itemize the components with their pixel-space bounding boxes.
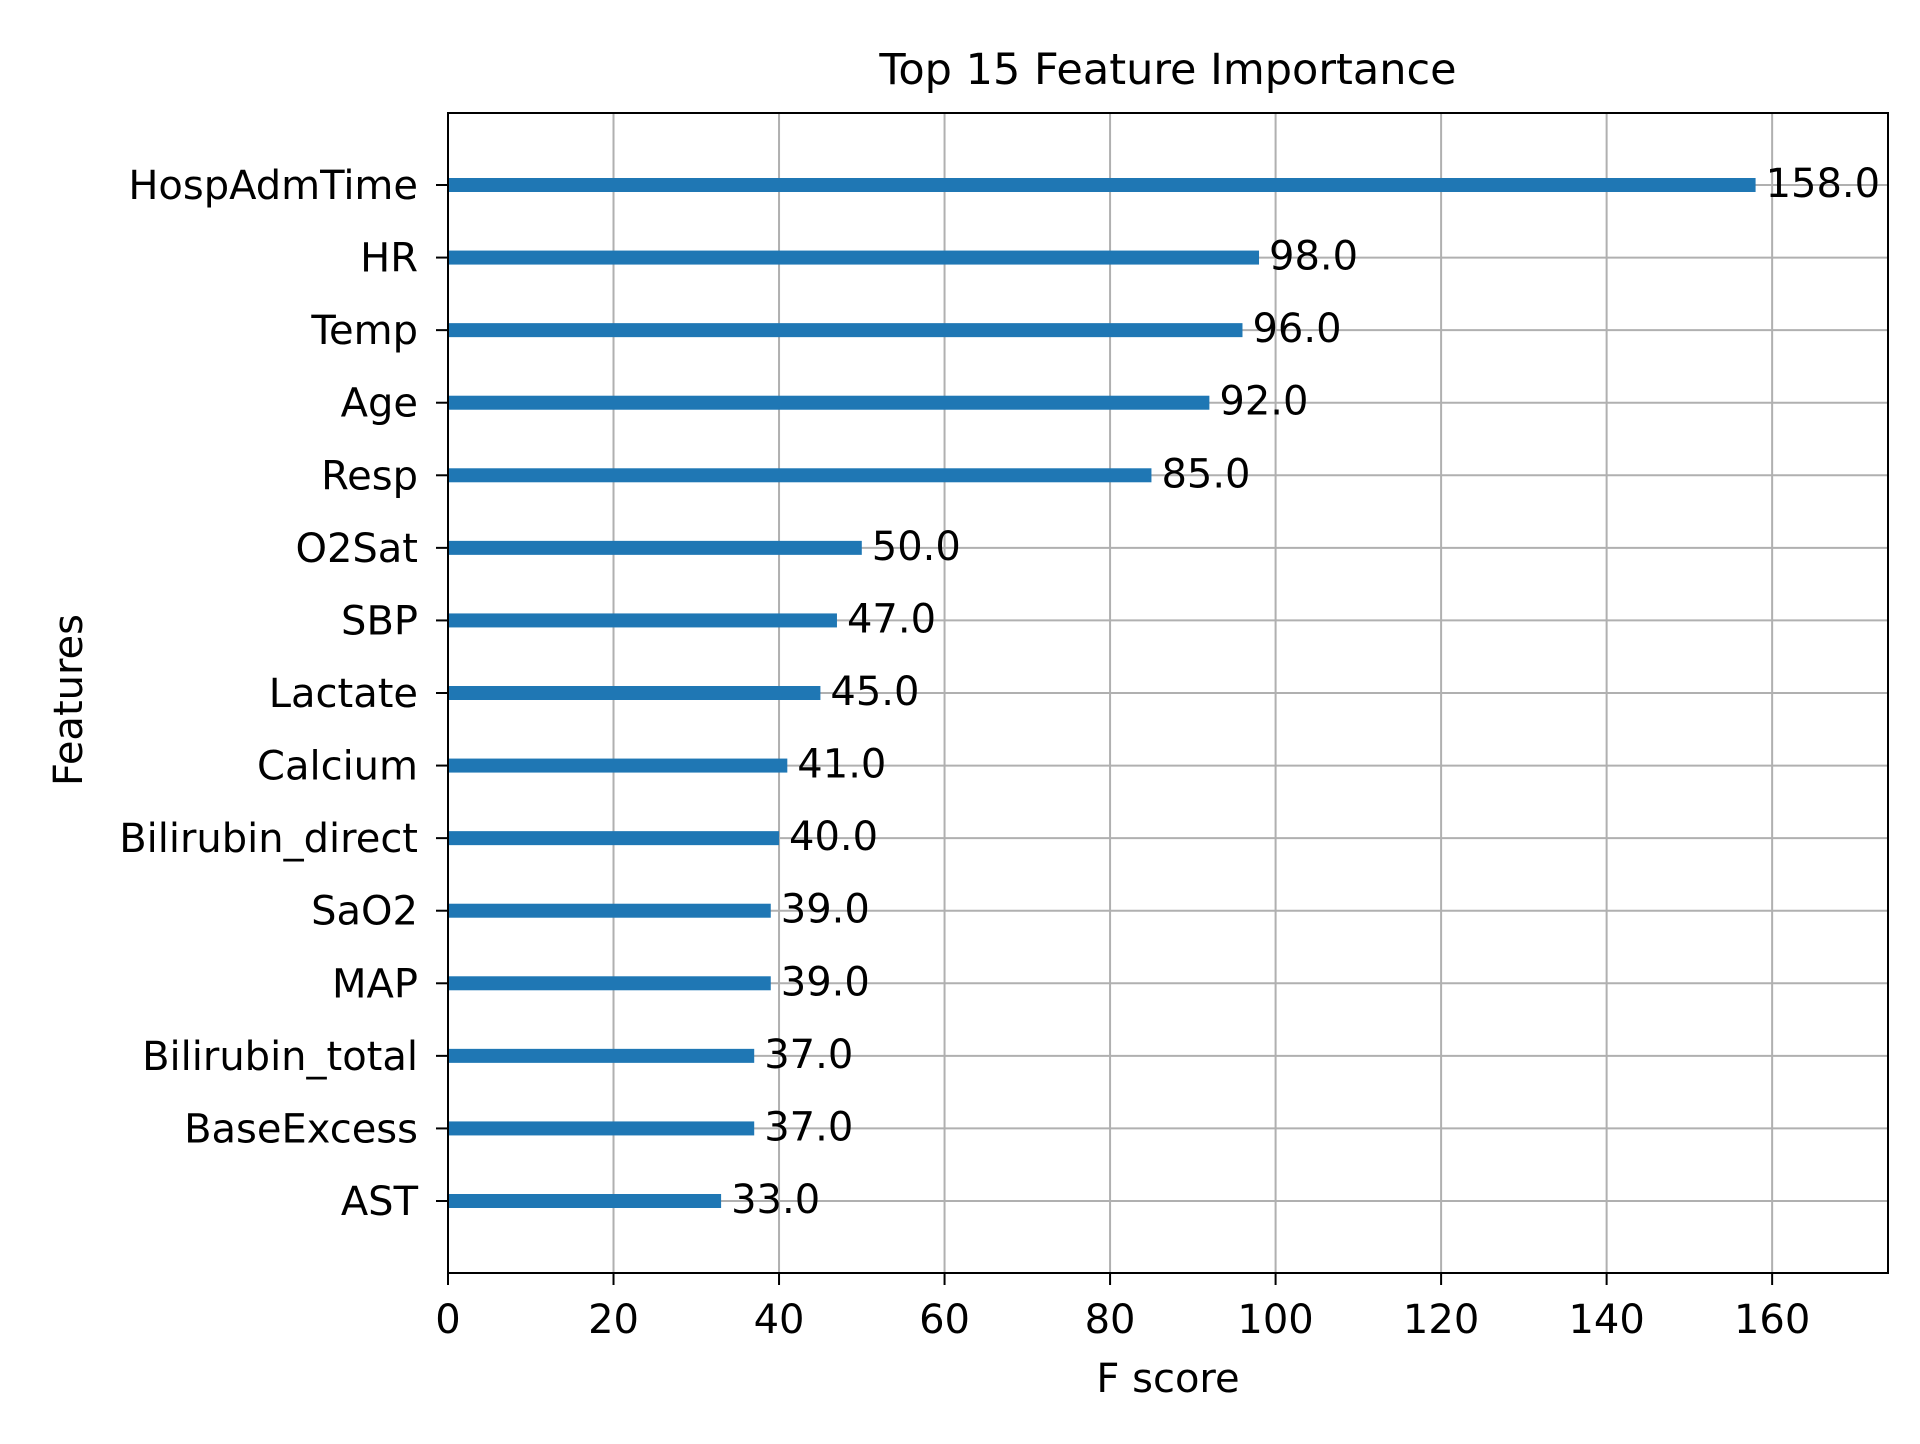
bar-value-label: 45.0 — [830, 669, 919, 715]
y-tick-label: Temp — [310, 308, 418, 354]
x-tick-label: 40 — [754, 1297, 805, 1343]
y-tick-label: Lactate — [269, 671, 418, 717]
x-axis-label: F score — [1096, 1356, 1239, 1402]
y-axis-label: Features — [46, 614, 92, 786]
bar — [448, 976, 771, 991]
bar-value-label: 40.0 — [789, 814, 878, 860]
bar — [448, 250, 1260, 265]
x-tick-label: 80 — [1085, 1297, 1136, 1343]
x-tick-label: 60 — [919, 1297, 970, 1343]
bar-value-label: 85.0 — [1161, 451, 1250, 497]
bar — [448, 903, 771, 918]
y-tick-label: Age — [341, 381, 418, 427]
y-tick-label: SBP — [341, 598, 418, 644]
bar-value-label: 92.0 — [1219, 379, 1308, 425]
y-tick-label: BaseExcess — [184, 1106, 418, 1152]
bar — [448, 468, 1152, 483]
bar-value-label: 41.0 — [797, 742, 886, 788]
bar — [448, 686, 821, 700]
y-tick-label: HR — [360, 236, 418, 282]
y-tick-label: HospAdmTime — [128, 163, 418, 209]
x-tick-label: 20 — [588, 1297, 639, 1343]
y-tick-label: Calcium — [257, 744, 418, 790]
bar-value-label: 47.0 — [847, 596, 936, 642]
x-tick-label: 140 — [1568, 1297, 1644, 1343]
bar — [448, 323, 1243, 338]
y-tick-label: Resp — [321, 453, 418, 499]
y-tick-label: AST — [341, 1179, 419, 1225]
x-tick-label: 100 — [1237, 1297, 1313, 1343]
bar-value-label: 96.0 — [1252, 306, 1341, 352]
y-tick-label: MAP — [332, 961, 418, 1007]
bar-layer — [448, 178, 1756, 1208]
label-layer: 158.0 98.0 96.0 92.0 85.0 50.0 47.0 45.0 41.0 40.… — [731, 161, 1880, 1223]
y-tick-label: O2Sat — [295, 526, 418, 572]
x-tick-label: 160 — [1734, 1297, 1810, 1343]
chart-title: Top 15 Feature Importance — [878, 45, 1456, 95]
bar-value-label: 39.0 — [781, 887, 870, 933]
bar-value-label: 158.0 — [1766, 161, 1881, 207]
bar-value-label: 50.0 — [872, 524, 961, 570]
y-tick-label: Bilirubin_direct — [119, 816, 418, 862]
bar — [448, 178, 1756, 192]
x-tick-label: 120 — [1403, 1297, 1479, 1343]
bar — [448, 395, 1210, 410]
bar-value-label: 37.0 — [764, 1032, 853, 1078]
y-tick-label: Bilirubin_total — [142, 1034, 418, 1080]
bar-value-label: 39.0 — [781, 959, 870, 1005]
bar-value-label: 98.0 — [1269, 234, 1358, 280]
bar — [448, 1048, 755, 1063]
tick-layer: 0 20 40 60 80 100 120 140 160 HospAdmTime HR Temp Ag… — [119, 163, 1810, 1343]
x-tick-label: 0 — [435, 1297, 460, 1343]
bar — [448, 758, 788, 773]
bar-value-label: 37.0 — [764, 1104, 853, 1150]
bar-value-label: 33.0 — [731, 1177, 820, 1223]
y-tick-label: SaO2 — [311, 889, 418, 935]
bar — [448, 831, 780, 846]
bar — [448, 1121, 755, 1136]
bar — [448, 1194, 722, 1208]
bar — [448, 613, 837, 628]
bar — [448, 540, 862, 555]
